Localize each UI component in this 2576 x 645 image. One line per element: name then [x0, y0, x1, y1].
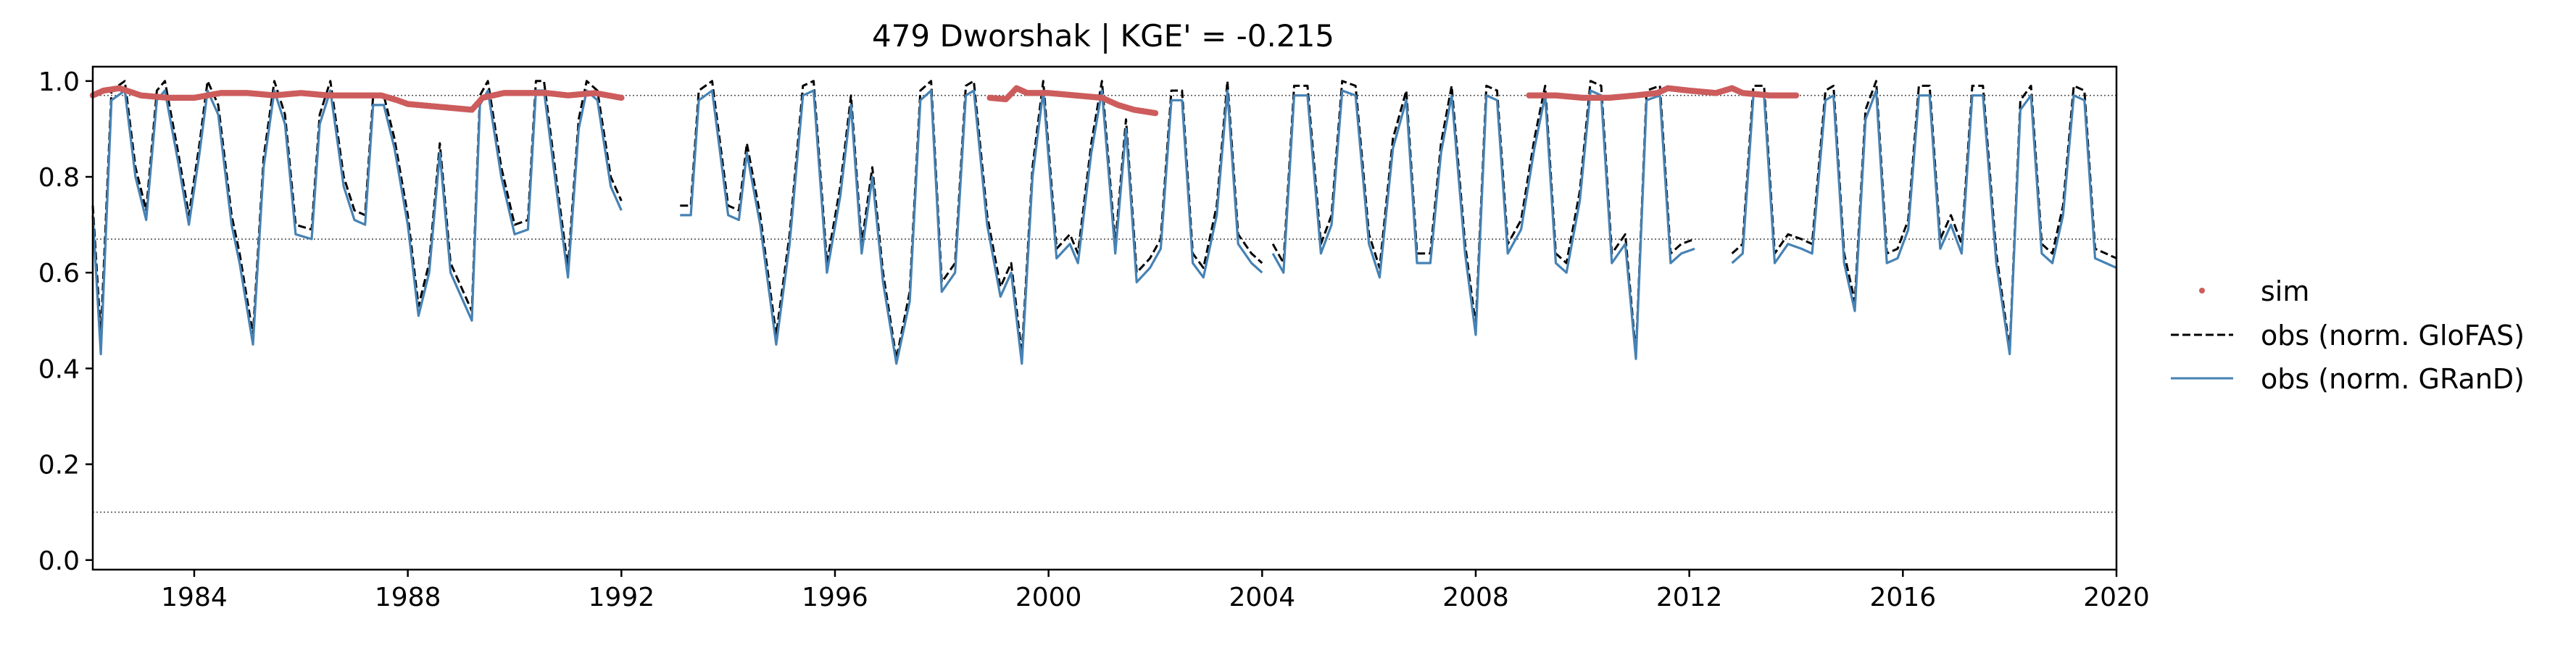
x-axis: 1984 1988 1992 1996 2000 2004 2008 2012 2016 2020 — [161, 570, 2150, 612]
series-glofas-line-0 — [91, 80, 623, 336]
sim-point — [1152, 109, 1159, 117]
legend-label-glofas: obs (norm. GloFAS) — [2261, 320, 2525, 351]
x-tick-label-2000: 2000 — [1015, 583, 1082, 612]
series-grand-line-0 — [91, 89, 623, 356]
x-tick-label-2008: 2008 — [1442, 583, 1509, 612]
x-tick-label-1996: 1996 — [802, 583, 868, 612]
series-glofas-line-3 — [1731, 80, 2117, 351]
y-tick-label-0.2: 0.2 — [38, 451, 80, 480]
series-grand-line-1 — [680, 89, 1263, 365]
y-tick-label-0.6: 0.6 — [38, 259, 80, 288]
series-sim-segment-0 — [89, 85, 625, 113]
y-axis: 0.0 0.2 0.4 0.6 0.8 1.0 — [38, 67, 93, 576]
x-tick-label-2004: 2004 — [1229, 583, 1296, 612]
y-tick-label-1.0: 1.0 — [38, 67, 80, 97]
series-layer — [89, 80, 2117, 365]
x-tick-label-2020: 2020 — [2083, 583, 2150, 612]
x-tick-label-1984: 1984 — [161, 583, 228, 612]
x-tick-label-2012: 2012 — [1656, 583, 1723, 612]
series-grand-line-3 — [1731, 89, 2117, 356]
y-tick-label-0.4: 0.4 — [38, 354, 80, 384]
sim-point — [618, 94, 625, 101]
x-tick-label-2016: 2016 — [1870, 583, 1937, 612]
legend: sim obs (norm. GloFAS) obs (norm. GRanD) — [2171, 275, 2525, 395]
y-tick-label-0.0: 0.0 — [38, 546, 80, 576]
plot-frame — [91, 65, 2118, 571]
legend-marker-sim — [2199, 288, 2205, 294]
series-grand-line-2 — [1271, 89, 1695, 360]
x-tick-label-1992: 1992 — [588, 583, 655, 612]
series-glofas-line-1 — [680, 80, 1263, 360]
series-sim-segment-2 — [1526, 85, 1800, 101]
sim-point — [1792, 92, 1800, 99]
series-sim-segment-1 — [986, 85, 1159, 117]
legend-label-grand: obs (norm. GRanD) — [2261, 363, 2525, 395]
y-tick-label-0.8: 0.8 — [38, 163, 80, 193]
series-glofas-line-2 — [1271, 80, 1695, 356]
x-tick-label-1988: 1988 — [375, 583, 441, 612]
chart-title: 479 Dworshak | KGE' = -0.215 — [872, 18, 1334, 54]
legend-label-sim: sim — [2261, 275, 2309, 307]
